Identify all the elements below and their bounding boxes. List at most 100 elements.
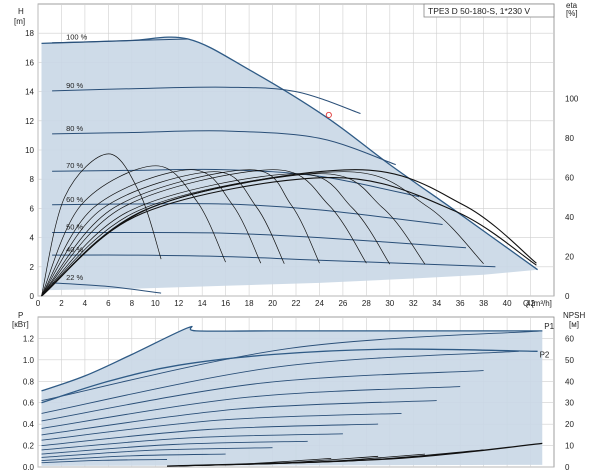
- y-tick-label-p: 0.6: [23, 399, 35, 408]
- y-tick-label-p: 1.0: [23, 356, 35, 365]
- power-curve-p1: [41, 325, 543, 392]
- y-tick-label-npsh: 60: [565, 334, 574, 343]
- x-tick-label: 30: [385, 299, 394, 308]
- x-tick-label: 26: [338, 299, 347, 308]
- power-curve: [41, 400, 437, 436]
- power-curve: [41, 459, 168, 464]
- y-tick-label-h: 2: [30, 263, 35, 272]
- bottom-ticks: 0.0 0.2 0.4 0.6 0.8 1.0 1.2 0 10 20 30 40 50 60: [23, 334, 575, 472]
- x-tick-label: 0: [36, 299, 41, 308]
- power-curve: [41, 433, 343, 451]
- x-tick-label: 40: [503, 299, 512, 308]
- x-tick-label: 32: [409, 299, 418, 308]
- y-axis-unit-p: [кВт]: [12, 320, 29, 329]
- power-curve: [41, 350, 519, 414]
- x-tick-label: 6: [106, 299, 111, 308]
- y-tick-label-npsh: 50: [565, 356, 574, 365]
- y-tick-label-h: 10: [25, 146, 34, 155]
- y-tick-label-p: 0.2: [23, 442, 35, 451]
- x-tick-label: 28: [362, 299, 371, 308]
- y-tick-label-eta: 100: [565, 95, 579, 104]
- efficiency-curve: [41, 169, 367, 297]
- y-tick-label-h: 16: [25, 58, 34, 67]
- y-tick-label-npsh: 30: [565, 399, 574, 408]
- speed-curve-label: 90 %: [66, 81, 83, 90]
- y-tick-label-eta: 40: [565, 213, 574, 222]
- y-axis-unit-eta: [%]: [566, 9, 578, 18]
- x-tick-label: 4: [83, 299, 88, 308]
- power-curve: [41, 423, 379, 447]
- y-tick-label-h: 18: [25, 29, 34, 38]
- speed-curve: [52, 130, 396, 166]
- y-tick-label-eta: 60: [565, 174, 574, 183]
- y-axis-label-p: P: [18, 311, 23, 320]
- efficiency-curve: [41, 169, 320, 297]
- y-axis-label-npsh: NPSH: [563, 311, 585, 320]
- y-axis-label-h: H: [18, 7, 24, 16]
- speed-curve: [52, 38, 189, 44]
- power-curve: [41, 370, 484, 422]
- y-tick-label-npsh: 20: [565, 420, 574, 429]
- x-tick-label: 12: [174, 299, 183, 308]
- y-tick-label-npsh: 10: [565, 442, 574, 451]
- y-tick-label-h: 0: [30, 292, 35, 301]
- speed-curve: [52, 168, 420, 198]
- power-curve-p2: [41, 348, 538, 404]
- power-curve: [41, 447, 273, 458]
- efficiency-curve: [41, 171, 484, 297]
- x-tick-label: 24: [315, 299, 324, 308]
- y-tick-label-h: 6: [30, 204, 35, 213]
- efficiency-curve: [41, 169, 262, 297]
- power-curve: [41, 330, 543, 402]
- x-tick-label: 20: [268, 299, 277, 308]
- chart-title: TPE3 D 50-180-S, 1*230 V: [428, 6, 530, 16]
- x-tick-label: 38: [479, 299, 488, 308]
- y-axis-unit-npsh: [м]: [569, 320, 579, 329]
- y-tick-label-p: 1.2: [23, 334, 35, 343]
- speed-curve-label: 60 %: [66, 195, 83, 204]
- x-axis-label: Q [m³/h]: [523, 299, 552, 308]
- speed-curve-label: 22 %: [66, 273, 83, 282]
- speed-curve-label: 40 %: [66, 245, 83, 254]
- efficiency-curve: [41, 173, 391, 297]
- y-tick-label-eta: 80: [565, 134, 574, 143]
- y-tick-label-p: 0.4: [23, 420, 35, 429]
- bottom-envelope-fill: [41, 326, 543, 466]
- y-tick-label-h: 14: [25, 88, 34, 97]
- power-range-area: [41, 326, 543, 466]
- y-tick-label-h: 4: [30, 234, 35, 243]
- speed-curve: [52, 254, 496, 268]
- power-curve: [41, 440, 308, 455]
- y-tick-label-p: 0.0: [23, 463, 35, 472]
- y-axis-label-eta: eta: [566, 1, 578, 10]
- speed-curve: [52, 86, 361, 114]
- speed-curve-label: 100 %: [66, 33, 88, 42]
- speed-curve: [52, 231, 467, 249]
- curve-label-p1: P1: [544, 322, 554, 331]
- speed-curve-label: 70 %: [66, 161, 83, 170]
- x-tick-label: 22: [292, 299, 301, 308]
- x-tick-label: 34: [432, 299, 441, 308]
- y-tick-label-eta: 0: [565, 292, 570, 301]
- y-tick-label-npsh: 0: [565, 463, 570, 472]
- efficiency-curve: [41, 165, 226, 297]
- y-tick-label-p: 0.8: [23, 377, 35, 386]
- efficiency-curve: [41, 171, 285, 297]
- power-curve: [41, 412, 402, 441]
- x-tick-label: 42: [526, 299, 535, 308]
- x-tick-label: 8: [130, 299, 135, 308]
- npsh-curve: [166, 458, 332, 467]
- power-curve: [41, 453, 226, 462]
- operating-range-area: [41, 37, 538, 291]
- x-tick-label: 14: [198, 299, 207, 308]
- y-tick-label-h: 8: [30, 175, 35, 184]
- top-curves: 100 % 90 % 80 % 70 % 60 % 50 % 40 % 22 %: [41, 33, 537, 297]
- y-tick-label-npsh: 40: [565, 377, 574, 386]
- speed-curve: [52, 282, 162, 294]
- x-tick-label: 36: [456, 299, 465, 308]
- x-tick-label: 18: [245, 299, 254, 308]
- speed-curve-label: 50 %: [66, 222, 83, 231]
- bottom-curves: P1 P2: [41, 322, 555, 467]
- power-curve: [41, 386, 461, 429]
